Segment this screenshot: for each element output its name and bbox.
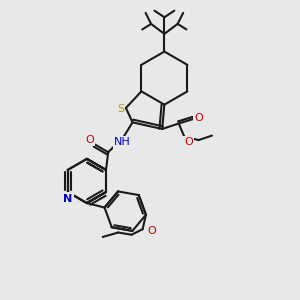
Text: O: O bbox=[147, 226, 156, 236]
Text: NH: NH bbox=[114, 137, 131, 147]
Text: N: N bbox=[63, 194, 72, 204]
Text: O: O bbox=[194, 113, 203, 123]
Text: O: O bbox=[184, 137, 193, 147]
Text: O: O bbox=[85, 135, 94, 145]
Text: S: S bbox=[117, 104, 124, 114]
